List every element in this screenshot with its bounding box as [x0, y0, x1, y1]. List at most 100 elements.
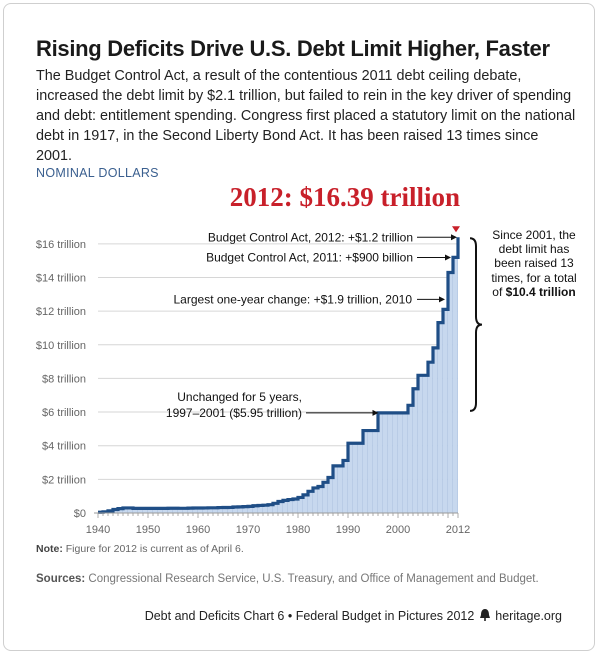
- y-tick-label: $10 trillion: [36, 340, 86, 352]
- year-column: [193, 508, 198, 513]
- year-column: [168, 508, 173, 513]
- year-column: [238, 506, 243, 513]
- sources-text: Congressional Research Service, U.S. Tre…: [88, 573, 539, 585]
- year-column: [323, 482, 328, 513]
- year-column: [198, 508, 203, 513]
- year-column: [418, 375, 423, 513]
- year-column: [403, 412, 408, 513]
- headline-value: 2012: $16.39 trillion: [229, 182, 460, 212]
- year-column: [333, 465, 338, 513]
- year-column: [248, 506, 253, 513]
- year-column: [433, 347, 438, 513]
- liberty-bell-icon: [479, 609, 490, 621]
- year-column: [448, 272, 453, 513]
- x-tick-label: 2012: [446, 524, 470, 536]
- year-column: [348, 443, 353, 513]
- year-column: [393, 412, 398, 513]
- annotation-arrowhead: [451, 234, 457, 241]
- year-column: [423, 375, 428, 513]
- year-column: [228, 507, 233, 513]
- year-column: [413, 388, 418, 513]
- annotation-label: Budget Control Act, 2011: +$900 billion: [206, 250, 413, 264]
- year-column: [203, 507, 208, 513]
- year-column: [308, 491, 313, 513]
- year-column: [113, 509, 118, 513]
- year-column: [163, 508, 168, 513]
- footer: Debt and Deficits Chart 6 • Federal Budg…: [0, 608, 562, 623]
- annotation-label: Unchanged for 5 years,: [177, 390, 302, 404]
- area-columns: [98, 257, 459, 513]
- units-label: NOMINAL DOLLARS: [36, 166, 159, 180]
- year-column: [438, 322, 443, 513]
- x-tick-label: 1990: [336, 524, 360, 536]
- footer-site: heritage.org: [495, 609, 562, 623]
- footnote: Note: Figure for 2012 is current as of A…: [36, 543, 244, 555]
- sources: Sources: Congressional Research Service,…: [36, 573, 539, 585]
- year-column: [178, 508, 183, 513]
- year-column: [453, 257, 458, 513]
- year-column: [148, 508, 153, 513]
- y-tick-label: $12 trillion: [36, 306, 86, 318]
- chart-description: The Budget Control Act, a result of the …: [36, 68, 576, 164]
- year-column: [273, 503, 278, 513]
- year-column: [318, 486, 323, 513]
- year-column: [173, 508, 178, 513]
- year-column: [283, 500, 288, 513]
- footer-separator: •: [287, 609, 293, 623]
- year-column: [288, 499, 293, 513]
- year-column: [398, 412, 403, 513]
- year-column: [443, 309, 448, 513]
- year-column: [313, 487, 318, 513]
- side-note: Since 2001, the debt limit has been rais…: [488, 228, 580, 299]
- x-tick-label: 1960: [186, 524, 210, 536]
- side-note-emphasis: $10.4 trillion: [505, 284, 576, 299]
- year-column: [223, 507, 228, 513]
- year-column: [428, 362, 433, 513]
- sources-label: Sources:: [36, 573, 86, 585]
- y-tick-label: $0: [74, 508, 86, 520]
- year-column: [138, 508, 143, 513]
- annotation-arrowhead: [372, 409, 379, 416]
- year-column: [358, 443, 363, 513]
- current-value-marker: [452, 226, 460, 233]
- year-column: [388, 412, 393, 513]
- year-column: [343, 460, 348, 513]
- year-column: [118, 508, 123, 513]
- annotation-label: 1997–2001 ($5.95 trillion): [166, 406, 302, 420]
- x-tick-label: 2000: [386, 524, 410, 536]
- y-tick-label: $6 trillion: [42, 407, 86, 419]
- annotation-label: Largest one-year change: +$1.9 trillion,…: [174, 292, 413, 306]
- year-column: [293, 499, 298, 513]
- year-column: [218, 507, 223, 513]
- annotation-arrowhead: [445, 254, 451, 261]
- year-column: [188, 508, 193, 513]
- year-column: [258, 505, 263, 513]
- annotation-arrowhead: [439, 296, 445, 303]
- footer-publication: Federal Budget in Pictures 2012: [295, 609, 475, 623]
- year-column: [383, 412, 388, 513]
- year-column: [213, 507, 218, 513]
- chart-frame: [3, 3, 595, 651]
- annotation-label: Budget Control Act, 2012: +$1.2 trillion: [208, 230, 413, 244]
- footnote-text: Figure for 2012 is current as of April 6…: [65, 543, 244, 555]
- y-tick-label: $2 trillion: [42, 474, 86, 486]
- year-column: [363, 430, 368, 513]
- year-column: [263, 505, 268, 513]
- year-column: [183, 508, 188, 513]
- year-column: [158, 508, 163, 513]
- footnote-label: Note:: [36, 543, 63, 555]
- year-column: [268, 504, 273, 513]
- year-column: [123, 507, 128, 513]
- y-tick-label: $14 trillion: [36, 272, 86, 284]
- year-column: [128, 507, 133, 513]
- year-column: [153, 508, 158, 513]
- year-column: [353, 443, 358, 513]
- y-tick-label: $4 trillion: [42, 441, 86, 453]
- annotations: Budget Control Act, 2012: +$1.2 trillion…: [166, 230, 457, 420]
- y-tick-label: $8 trillion: [42, 373, 86, 385]
- x-tick-label: 1940: [86, 524, 110, 536]
- year-column: [208, 507, 213, 513]
- y-tick-label: $16 trillion: [36, 239, 86, 251]
- year-column: [233, 506, 238, 513]
